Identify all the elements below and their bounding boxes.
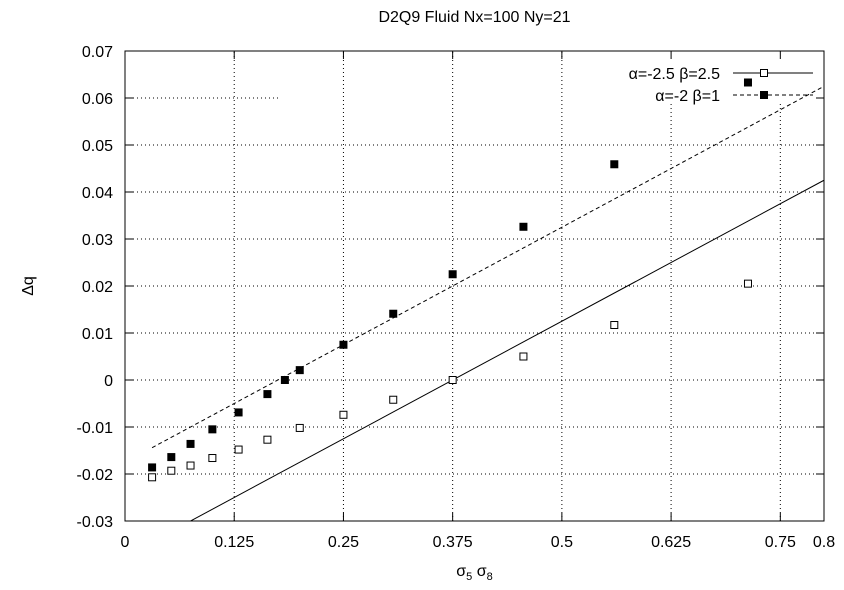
series-2-point [743, 78, 752, 87]
x-tick-label-0.8: 0.8 [813, 534, 835, 551]
series-2-point [280, 376, 289, 384]
y-tick-label-0.07: 0.07 [82, 44, 113, 61]
y-tick-label-0.05: 0.05 [82, 138, 113, 155]
x-axis-label-subscript-2: 8 [487, 571, 493, 583]
x-axis-label: σ5 σ8 [456, 563, 492, 583]
x-tick-label-0: 0 [121, 534, 130, 551]
series-1-point [339, 410, 348, 419]
y-tick-label--0.03: -0.03 [77, 514, 114, 531]
y-axis-label: Δq [20, 276, 37, 296]
series-2-point [234, 408, 243, 417]
x-tick-label-0.75: 0.75 [765, 534, 796, 551]
chart-title: D2Q9 Fluid Nx=100 Ny=21 [378, 9, 570, 26]
legend-label-series-1: α=-2.5 β=2.5 [629, 66, 721, 83]
legend-label-series-2: α=-2 β=1 [655, 88, 720, 105]
series-1-point [519, 352, 528, 361]
series-1-point [167, 466, 176, 475]
x-tick-label-0.125: 0.125 [214, 534, 254, 551]
series-2-point [186, 439, 195, 448]
series-2-point [610, 160, 619, 169]
x-tick-label-0.5: 0.5 [551, 534, 573, 551]
series-2-point [339, 340, 348, 349]
series-2-fit-line [151, 85, 824, 449]
x-axis-label-sigma-1: σ [456, 563, 466, 580]
series-2-point [448, 270, 457, 279]
series-2-point [208, 425, 217, 434]
y-tick-label--0.01: -0.01 [77, 420, 114, 437]
series-2-point [167, 453, 176, 462]
x-tick-label-0.625: 0.625 [651, 534, 691, 551]
legend-marker-series-1 [760, 69, 768, 77]
series-1-point [610, 321, 619, 330]
series-2-point [295, 366, 304, 375]
y-tick-label-0: 0 [104, 373, 113, 390]
y-tick-label-0.01: 0.01 [82, 326, 113, 343]
fit-curves [151, 85, 824, 521]
series-2-point [519, 222, 528, 231]
series-1-point [263, 435, 272, 444]
y-tick-label-0.04: 0.04 [82, 185, 113, 202]
series-1-point [208, 454, 217, 463]
series-1-point [389, 395, 398, 404]
series-1-point [148, 473, 157, 482]
x-tick-label-0.375: 0.375 [433, 534, 473, 551]
data-markers [148, 78, 752, 482]
axis-ticks: 0 0.125 0.25 0.375 0.5 0.625 0.75 0.8 -0.03 -0.02… [77, 44, 836, 551]
x-axis-label-sigma-2: σ [472, 563, 486, 580]
series-2-point [263, 390, 272, 399]
legend-marker-series-2 [760, 91, 768, 99]
series-1-point [743, 279, 752, 288]
series-1-point [234, 445, 243, 454]
series-2-point [148, 463, 157, 472]
legend: α=-2.5 β=2.5 α=-2 β=1 [629, 66, 813, 105]
y-tick-label-0.06: 0.06 [82, 91, 113, 108]
y-tick-label-0.02: 0.02 [82, 279, 113, 296]
series-1-point [295, 423, 304, 432]
series-2-point [389, 309, 398, 318]
series-1-fit-line [189, 179, 824, 521]
grid-lines [125, 51, 824, 521]
y-tick-label-0.03: 0.03 [82, 232, 113, 249]
series-1-point [448, 376, 457, 384]
x-tick-label-0.25: 0.25 [328, 534, 359, 551]
series-1-point [186, 461, 195, 470]
y-tick-label--0.02: -0.02 [77, 467, 114, 484]
x-axis-label-subscript-1: 5 [466, 571, 472, 583]
